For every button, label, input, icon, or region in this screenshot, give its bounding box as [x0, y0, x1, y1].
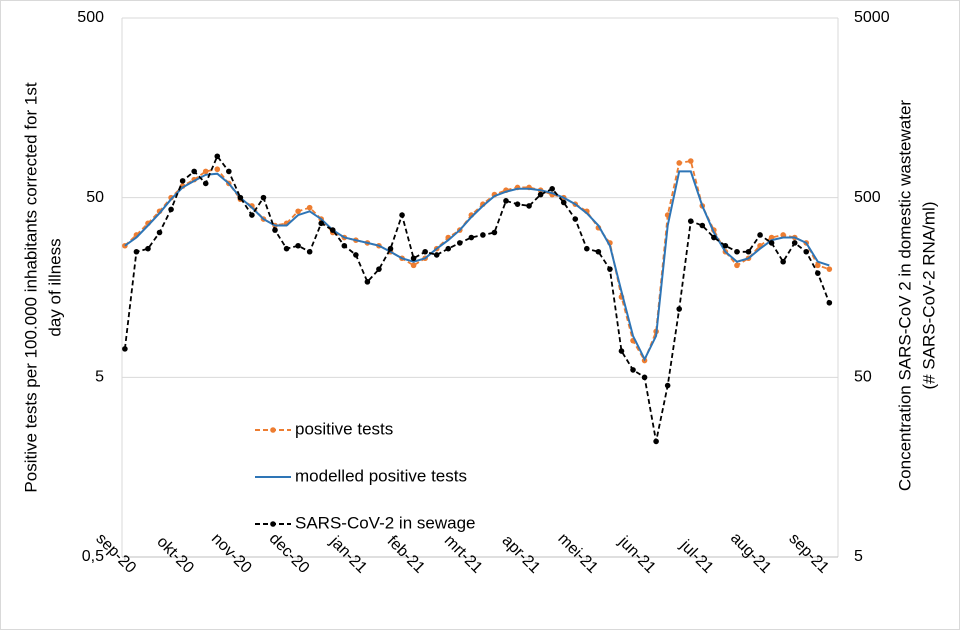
data-point: [722, 242, 729, 249]
data-point: [537, 191, 544, 198]
data-point: [572, 216, 579, 222]
y2-tick-label: 500: [854, 189, 881, 206]
data-point: [410, 255, 417, 262]
legend-label: positive tests: [295, 419, 393, 438]
data-point: [780, 258, 786, 265]
data-point: [399, 212, 405, 218]
y2-tick-label: 50: [854, 369, 872, 386]
data-point: [295, 208, 301, 215]
data-point: [768, 240, 775, 246]
data-point: [341, 242, 348, 249]
y-axis-label: Positive tests per 100.000 inhabitants c…: [21, 82, 40, 492]
data-point: [503, 198, 509, 204]
data-point: [711, 234, 717, 241]
data-point: [272, 227, 278, 233]
data-point: [560, 199, 567, 206]
data-point: [653, 438, 659, 445]
data-point: [676, 306, 683, 312]
data-point: [526, 203, 532, 209]
data-point: [306, 248, 313, 255]
y-tick-label: 500: [77, 9, 104, 26]
data-point: [306, 204, 313, 211]
data-point: [445, 245, 452, 252]
data-point: [803, 248, 810, 255]
data-point: [249, 212, 255, 218]
data-point: [214, 166, 221, 173]
data-point: [826, 299, 833, 306]
data-point: [364, 279, 371, 285]
data-point: [641, 374, 648, 381]
data-point: [422, 248, 428, 255]
data-point: [329, 227, 336, 233]
data-point: [676, 160, 683, 166]
data-point: [699, 222, 706, 229]
y2-tick-label: 5: [854, 548, 863, 565]
data-point: [595, 248, 602, 255]
y2-axis-label: Concentration SARS-CoV 2 in domestic was…: [895, 100, 914, 492]
data-point: [133, 248, 140, 255]
y-axis-label: day of illness: [45, 238, 64, 336]
y-tick-label: 50: [86, 189, 104, 206]
data-point: [202, 180, 209, 187]
data-point: [687, 158, 694, 164]
data-point: [514, 201, 521, 207]
data-point: [734, 262, 740, 269]
data-point: [549, 186, 555, 192]
data-point: [179, 178, 186, 184]
data-point: [168, 206, 174, 213]
data-point: [584, 245, 590, 252]
data-point: [202, 168, 209, 175]
data-point: [814, 262, 821, 269]
data-point: [618, 348, 625, 354]
data-point: [780, 232, 786, 238]
data-point: [260, 194, 267, 201]
data-point: [826, 266, 833, 272]
data-point: [664, 382, 671, 389]
y2-axis-label: (# SARS-CoV-2 RNA/ml): [919, 202, 938, 390]
data-point: [295, 242, 301, 249]
legend-label: SARS-CoV-2 in sewage: [295, 513, 475, 532]
data-point: [491, 229, 498, 236]
data-point: [745, 248, 752, 255]
data-point: [630, 367, 636, 373]
y-tick-label: 0,5: [82, 548, 104, 565]
data-point: [814, 270, 821, 276]
data-point: [410, 262, 417, 269]
data-point: [191, 168, 197, 175]
legend-marker: [270, 427, 276, 433]
data-point: [283, 245, 290, 252]
data-point: [480, 232, 486, 238]
data-point: [387, 245, 394, 252]
legend-marker: [270, 521, 276, 527]
data-point: [456, 240, 463, 246]
data-point: [318, 220, 325, 227]
data-point: [468, 234, 475, 241]
data-point: [687, 218, 694, 224]
data-point: [156, 229, 163, 236]
data-point: [145, 245, 151, 252]
data-point: [607, 266, 613, 272]
data-point: [237, 194, 244, 201]
data-point: [226, 168, 232, 175]
data-point: [734, 248, 740, 255]
data-point: [433, 252, 440, 258]
y-tick-label: 5: [95, 369, 104, 386]
data-point: [791, 240, 798, 246]
data-point: [376, 266, 382, 272]
y2-tick-label: 5000: [854, 9, 890, 26]
legend-label: modelled positive tests: [295, 466, 467, 485]
data-point: [214, 153, 221, 160]
data-point: [757, 232, 763, 238]
data-point: [122, 346, 128, 352]
data-point: [353, 252, 359, 258]
